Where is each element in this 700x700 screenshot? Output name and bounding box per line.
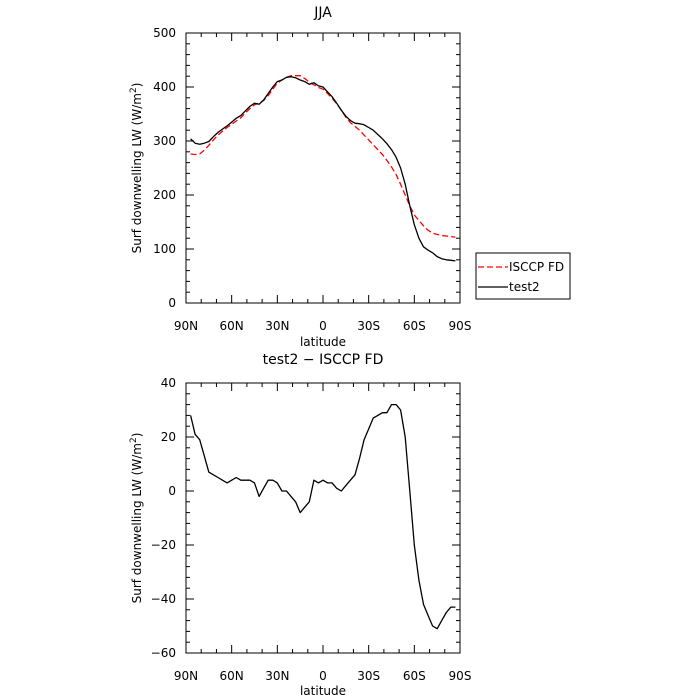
bottom-series-lines bbox=[189, 403, 456, 630]
top-axes-ticks bbox=[185, 32, 461, 304]
bottom-axes-ticks bbox=[185, 382, 461, 654]
y-tick-label: 400 bbox=[153, 80, 176, 94]
y-tick-label: 500 bbox=[153, 26, 176, 40]
bottom-chart-title: test2 − ISCCP FD bbox=[263, 352, 384, 368]
bottom-plot-frame bbox=[185, 382, 461, 654]
x-tick-label: 90S bbox=[449, 669, 472, 683]
legend: ISCCP FD test2 bbox=[475, 252, 571, 300]
y-tick-label: −20 bbox=[151, 538, 176, 552]
y-tick-label: 100 bbox=[153, 242, 176, 256]
x-tick-label: 0 bbox=[319, 669, 327, 683]
bottom-y-axis-label: Surf downwelling LW (W/m2) bbox=[129, 433, 144, 604]
series-line-test2 bbox=[190, 76, 456, 262]
x-tick-label: 60N bbox=[220, 319, 244, 333]
bottom-x-axis-label: latitude bbox=[300, 684, 346, 698]
x-tick-label: 90S bbox=[449, 319, 472, 333]
top-y-axis-label: Surf downwelling LW (W/m2) bbox=[129, 83, 144, 254]
x-tick-label: 90N bbox=[174, 669, 198, 683]
x-tick-label: 30N bbox=[265, 319, 289, 333]
bottom-x-tick-labels: 90N 60N 30N 0 30S 60S 90S bbox=[174, 669, 472, 683]
x-tick-label: 30S bbox=[357, 319, 380, 333]
y-tick-label: 0 bbox=[168, 484, 176, 498]
series-line-isccp-fd bbox=[190, 75, 456, 238]
x-tick-label: 30N bbox=[265, 669, 289, 683]
top-x-tick-labels: 90N 60N 30N 0 30S 60S 90S bbox=[174, 319, 472, 333]
series-line-difference bbox=[189, 403, 456, 630]
y-tick-label: −60 bbox=[151, 646, 176, 660]
top-plot-frame bbox=[185, 32, 461, 304]
x-tick-label: 60S bbox=[403, 669, 426, 683]
bottom-y-tick-labels: −60 −40 −20 0 20 40 bbox=[151, 376, 176, 660]
legend-label-isccp: ISCCP FD bbox=[509, 260, 564, 274]
top-chart-title: JJA bbox=[313, 5, 332, 21]
top-x-axis-label: latitude bbox=[300, 335, 346, 349]
y-tick-label: 0 bbox=[168, 296, 176, 310]
x-tick-label: 30S bbox=[357, 669, 380, 683]
y-tick-label: 40 bbox=[161, 376, 176, 390]
bottom-panel: test2 − ISCCP FD 90N 60N 30N 0 30S 60S 90S −60… bbox=[129, 352, 471, 698]
y-tick-label: 300 bbox=[153, 134, 176, 148]
top-y-tick-labels: 0 100 200 300 400 500 bbox=[153, 26, 176, 310]
x-tick-label: 90N bbox=[174, 319, 198, 333]
x-tick-label: 0 bbox=[319, 319, 327, 333]
y-tick-label: 200 bbox=[153, 188, 176, 202]
legend-box bbox=[475, 252, 571, 300]
y-tick-label: −40 bbox=[151, 592, 176, 606]
top-series-lines bbox=[190, 75, 456, 262]
x-tick-label: 60S bbox=[403, 319, 426, 333]
top-panel: JJA 90N 60N 30N 0 30S 60S 90S 0 100 200 300 400 500… bbox=[129, 5, 571, 349]
y-tick-label: 20 bbox=[161, 430, 176, 444]
legend-label-test2: test2 bbox=[509, 280, 540, 294]
x-tick-label: 60N bbox=[220, 669, 244, 683]
